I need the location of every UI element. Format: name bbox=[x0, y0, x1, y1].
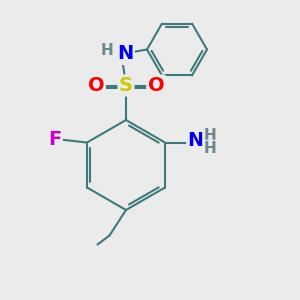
Text: O: O bbox=[148, 76, 164, 95]
Text: H: H bbox=[204, 141, 216, 156]
Text: N: N bbox=[188, 131, 204, 151]
Text: H: H bbox=[204, 128, 216, 142]
Text: O: O bbox=[88, 76, 104, 95]
Text: H: H bbox=[100, 43, 113, 58]
Text: N: N bbox=[117, 44, 133, 64]
Text: S: S bbox=[119, 76, 133, 95]
Text: F: F bbox=[48, 130, 61, 149]
